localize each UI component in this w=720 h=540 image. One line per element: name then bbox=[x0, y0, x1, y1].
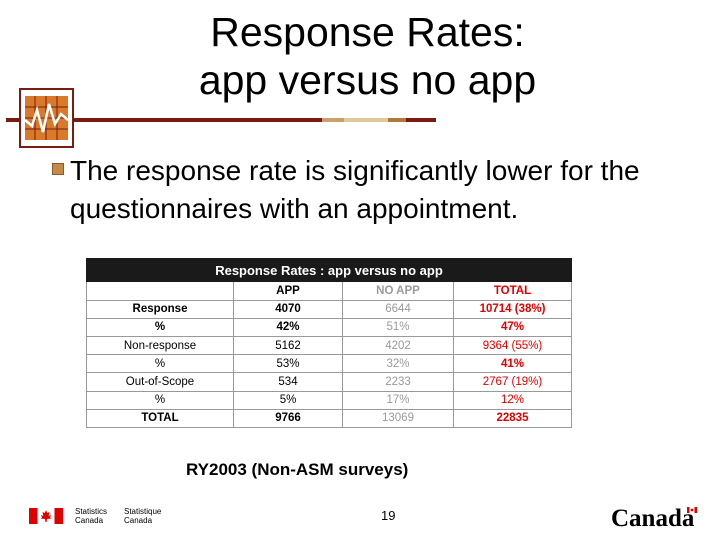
statcan-en-line1: Statistics bbox=[75, 507, 108, 516]
table-title: Response Rates : app versus no app bbox=[86, 257, 572, 283]
cell-app: 5% bbox=[233, 390, 343, 410]
table-row: % 5% 17% 12% bbox=[86, 390, 572, 410]
cell-app: 4070 bbox=[233, 299, 343, 319]
cell-total: 22835 bbox=[453, 408, 572, 429]
table-row: Non-response 5162 4202 9364 (55%) bbox=[86, 335, 572, 356]
table-row: Response 4070 6644 10714 (38%) bbox=[86, 299, 572, 319]
column-header-app: APP bbox=[233, 281, 343, 301]
statcan-fr-signature: Statistique Canada bbox=[124, 507, 161, 525]
cell-noapp: 17% bbox=[342, 390, 454, 410]
row-label: Response bbox=[86, 299, 234, 319]
row-label: Out-of-Scope bbox=[86, 372, 234, 392]
cell-total: 2767 (19%) bbox=[453, 372, 572, 392]
cell-total: 12% bbox=[453, 390, 572, 410]
response-rates-table: Response Rates : app versus no app APP N… bbox=[86, 257, 572, 429]
cell-total: 9364 (55%) bbox=[453, 335, 572, 356]
column-header-total: TOTAL bbox=[453, 281, 572, 301]
cell-app: 5162 bbox=[233, 335, 343, 356]
slide-title-line1: Response Rates: bbox=[210, 9, 525, 55]
cell-total: 10714 (38%) bbox=[453, 299, 572, 319]
survey-note: RY2003 (Non-ASM surveys) bbox=[186, 460, 409, 479]
page-number: 19 bbox=[381, 508, 396, 523]
cell-noapp: 6644 bbox=[342, 299, 454, 319]
statcan-fr-line1: Statistique bbox=[124, 507, 162, 516]
title-rule-segment bbox=[406, 118, 436, 122]
cell-total: 47% bbox=[453, 317, 572, 338]
canada-flag-icon bbox=[29, 508, 63, 524]
row-label: Non-response bbox=[86, 335, 234, 356]
row-label: % bbox=[86, 317, 234, 338]
statcan-en-line2: Canada bbox=[75, 516, 104, 525]
row-label: % bbox=[86, 354, 234, 374]
column-header-noapp: NO APP bbox=[342, 281, 454, 301]
row-label: TOTAL bbox=[86, 408, 234, 429]
slide-title: Response Rates: app versus no app bbox=[100, 8, 635, 104]
slide-title-line2: app versus no app bbox=[198, 57, 537, 103]
bullet-icon bbox=[52, 163, 64, 175]
cell-noapp: 32% bbox=[342, 354, 454, 374]
cell-noapp: 51% bbox=[342, 317, 454, 338]
table-row: % 53% 32% 41% bbox=[86, 354, 572, 374]
cell-noapp: 4202 bbox=[342, 335, 454, 356]
cell-noapp: 2233 bbox=[342, 372, 454, 392]
chart-logo-icon bbox=[19, 88, 74, 148]
statcan-fr-line2: Canada bbox=[124, 516, 153, 525]
cell-total: 41% bbox=[453, 354, 572, 374]
canada-wordmark: Canada bbox=[611, 505, 695, 532]
cell-app: 53% bbox=[233, 354, 343, 374]
table-row-total: TOTAL 9766 13069 22835 bbox=[86, 408, 572, 429]
statcan-en-signature: Statistics Canada bbox=[75, 507, 107, 525]
cell-app: 42% bbox=[233, 317, 343, 338]
title-rule-segment bbox=[388, 118, 406, 122]
cell-app: 9766 bbox=[233, 408, 343, 429]
title-rule-segment bbox=[322, 118, 344, 122]
table-row: Out-of-Scope 534 2233 2767 (19%) bbox=[86, 372, 572, 392]
table-row: % 42% 51% 47% bbox=[86, 317, 572, 338]
column-header bbox=[86, 281, 234, 301]
wordmark-flag-icon bbox=[687, 507, 697, 513]
title-rule-segment bbox=[344, 118, 388, 122]
cell-noapp: 13069 bbox=[342, 408, 454, 429]
cell-app: 534 bbox=[233, 372, 343, 392]
bullet-text: The response rate is significantly lower… bbox=[70, 155, 640, 224]
title-rule bbox=[6, 118, 322, 122]
row-label: % bbox=[86, 390, 234, 410]
